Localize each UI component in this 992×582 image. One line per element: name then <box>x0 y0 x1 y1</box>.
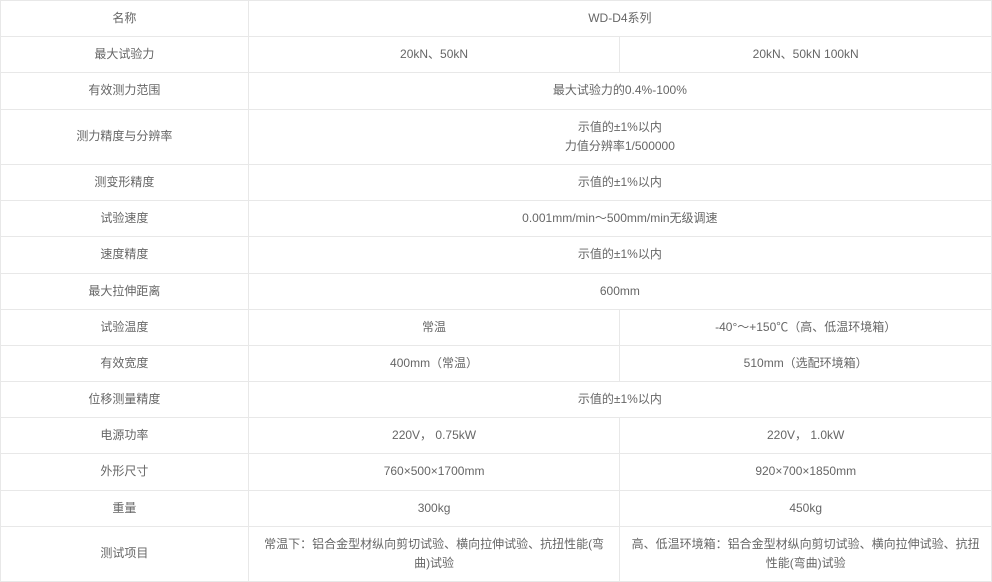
table-row: 测变形精度 示值的±1%以内 <box>1 164 992 200</box>
table-row: 位移测量精度 示值的±1%以内 <box>1 382 992 418</box>
table-row: 最大拉伸距离 600mm <box>1 273 992 309</box>
table-row: 电源功率 220V， 0.75kW 220V， 1.0kW <box>1 418 992 454</box>
row-label: 速度精度 <box>1 237 249 273</box>
table-row: 速度精度 示值的±1%以内 <box>1 237 992 273</box>
table-row: 名称 WD-D4系列 <box>1 1 992 37</box>
row-value: 示值的±1%以内 <box>248 382 991 418</box>
row-value-left: 常温下：铝合金型材纵向剪切试验、横向拉伸试验、抗扭性能(弯曲)试验 <box>248 526 620 581</box>
row-label: 外形尺寸 <box>1 454 249 490</box>
row-label: 测试项目 <box>1 526 249 581</box>
row-value: 示值的±1%以内 <box>248 164 991 200</box>
table-row: 重量 300kg 450kg <box>1 490 992 526</box>
row-label: 有效测力范围 <box>1 73 249 109</box>
value-line-1: 示值的±1%以内 <box>259 118 981 137</box>
table-row: 测试项目 常温下：铝合金型材纵向剪切试验、横向拉伸试验、抗扭性能(弯曲)试验 高… <box>1 526 992 581</box>
row-value-multiline: 示值的±1%以内 力值分辨率1/500000 <box>248 109 991 164</box>
row-value-right: 450kg <box>620 490 992 526</box>
row-label: 位移测量精度 <box>1 382 249 418</box>
row-value: 0.001mm/min～500mm/min无级调速 <box>248 201 991 237</box>
row-label: 最大拉伸距离 <box>1 273 249 309</box>
table-row: 测力精度与分辨率 示值的±1%以内 力值分辨率1/500000 <box>1 109 992 164</box>
row-label: 试验温度 <box>1 309 249 345</box>
value-line-2: 力值分辨率1/500000 <box>259 137 981 156</box>
table-row: 有效宽度 400mm（常温） 510mm（选配环境箱） <box>1 345 992 381</box>
row-value-left: 220V， 0.75kW <box>248 418 620 454</box>
row-value-right: 220V， 1.0kW <box>620 418 992 454</box>
spec-table: 名称 WD-D4系列 最大试验力 20kN、50kN 20kN、50kN 100… <box>0 0 992 582</box>
row-label: 测力精度与分辨率 <box>1 109 249 164</box>
row-value-right: -40°～+150℃（高、低温环境箱） <box>620 309 992 345</box>
row-value: 示值的±1%以内 <box>248 237 991 273</box>
row-label: 试验速度 <box>1 201 249 237</box>
row-label: 测变形精度 <box>1 164 249 200</box>
spec-table-body: 名称 WD-D4系列 最大试验力 20kN、50kN 20kN、50kN 100… <box>1 1 992 582</box>
table-row: 试验温度 常温 -40°～+150℃（高、低温环境箱） <box>1 309 992 345</box>
table-row: 有效测力范围 最大试验力的0.4%-100% <box>1 73 992 109</box>
row-value-right: 920×700×1850mm <box>620 454 992 490</box>
table-row: 外形尺寸 760×500×1700mm 920×700×1850mm <box>1 454 992 490</box>
row-value: 600mm <box>248 273 991 309</box>
table-row: 试验速度 0.001mm/min～500mm/min无级调速 <box>1 201 992 237</box>
row-value: WD-D4系列 <box>248 1 991 37</box>
row-label: 最大试验力 <box>1 37 249 73</box>
row-value-right: 510mm（选配环境箱） <box>620 345 992 381</box>
row-value-right: 20kN、50kN 100kN <box>620 37 992 73</box>
row-label: 重量 <box>1 490 249 526</box>
row-value-left: 760×500×1700mm <box>248 454 620 490</box>
row-label: 名称 <box>1 1 249 37</box>
row-value-left: 常温 <box>248 309 620 345</box>
row-label: 有效宽度 <box>1 345 249 381</box>
table-row: 最大试验力 20kN、50kN 20kN、50kN 100kN <box>1 37 992 73</box>
row-label: 电源功率 <box>1 418 249 454</box>
row-value: 最大试验力的0.4%-100% <box>248 73 991 109</box>
row-value-left: 300kg <box>248 490 620 526</box>
row-value-left: 20kN、50kN <box>248 37 620 73</box>
row-value-left: 400mm（常温） <box>248 345 620 381</box>
row-value-right: 高、低温环境箱：铝合金型材纵向剪切试验、横向拉伸试验、抗扭性能(弯曲)试验 <box>620 526 992 581</box>
